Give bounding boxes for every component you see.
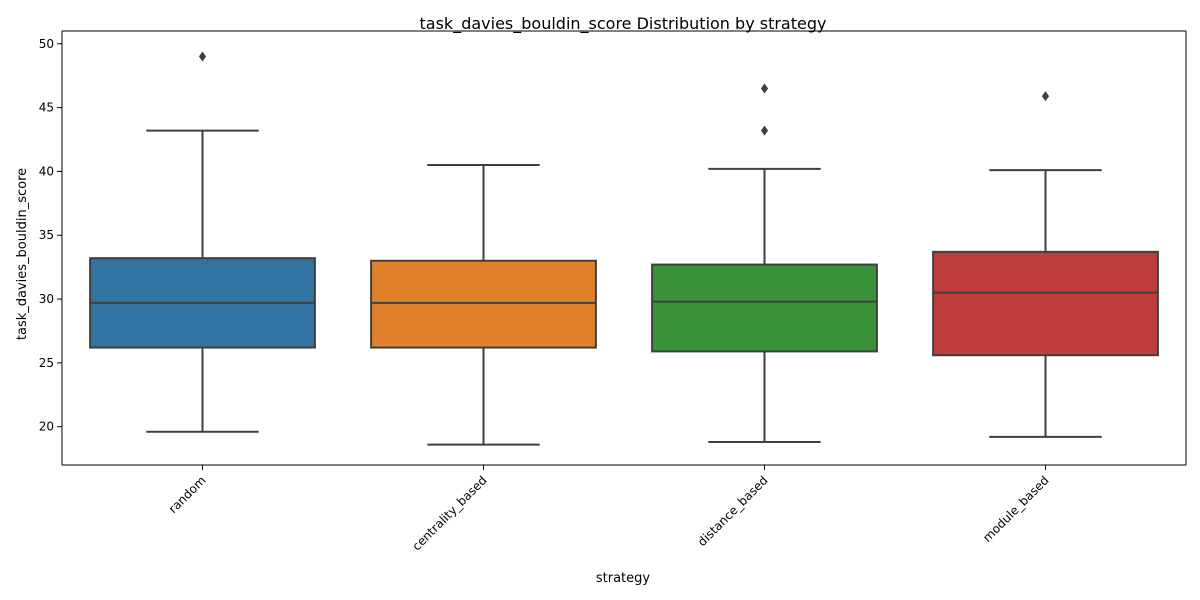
x-tick-label-distance_based: distance_based — [695, 473, 771, 549]
outlier-point-distance_based-1 — [760, 83, 769, 94]
y-tick-label-40: 40 — [39, 164, 54, 178]
box-distance_based — [651, 263, 878, 353]
outlier-point-module_based-0 — [1041, 91, 1050, 102]
x-tick-label-centrality_based: centrality_based — [410, 473, 490, 553]
y-tick-label-35: 35 — [39, 228, 54, 242]
outlier-point-random-0 — [198, 51, 207, 62]
chart-title: task_davies_bouldin_score Distribution b… — [420, 14, 827, 34]
y-tick-label-25: 25 — [39, 356, 54, 370]
x-tick-label-random: random — [166, 473, 209, 516]
box-centrality_based — [370, 259, 597, 349]
y-tick-label-45: 45 — [39, 101, 54, 115]
box-module_based — [932, 250, 1159, 357]
plot-frame — [61, 30, 1187, 466]
y-axis-label: task_davies_bouldin_score — [15, 168, 30, 340]
plot-area: 20 25 30 35 40 45 50 random centrality_based dist… — [39, 30, 1187, 553]
x-axis-label: strategy — [596, 571, 651, 586]
x-tick-label-module_based: module_based — [980, 473, 1052, 545]
y-tick-label-30: 30 — [39, 292, 54, 306]
y-tick-label-50: 50 — [39, 37, 54, 51]
outlier-point-distance_based-0 — [760, 125, 769, 136]
y-tick-label-20: 20 — [39, 420, 54, 434]
